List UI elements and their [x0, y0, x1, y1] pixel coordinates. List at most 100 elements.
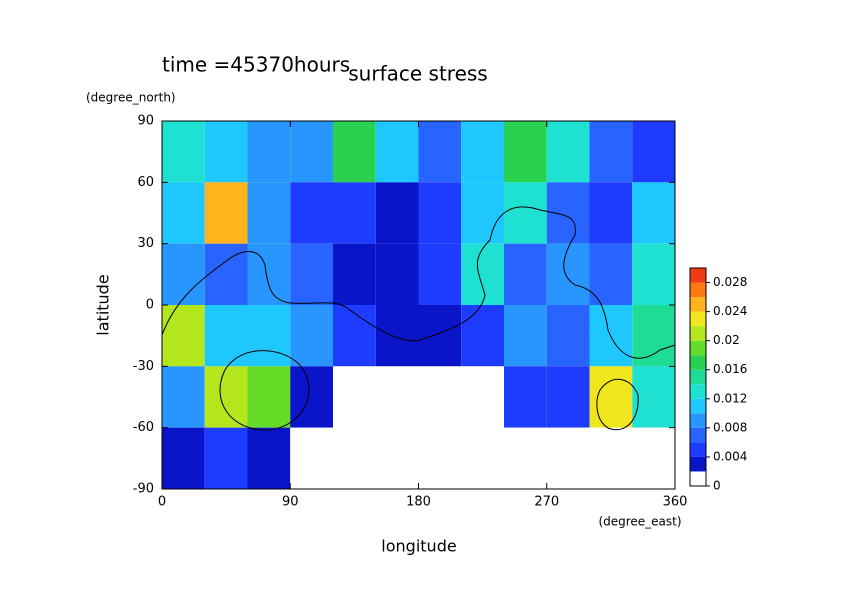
- colorbar-tick-label: 0.016: [713, 362, 747, 376]
- field-cell: [162, 243, 205, 305]
- field-cell: [162, 427, 205, 489]
- field-cell: [546, 366, 590, 428]
- field-cell: [290, 243, 333, 305]
- y-unit: (degree_north): [86, 91, 176, 105]
- field-cell: [333, 305, 376, 367]
- x-axis-label: longitude: [381, 537, 456, 556]
- y-axis-label: latitude: [94, 274, 113, 335]
- field-cell: [204, 305, 248, 367]
- field-cell: [461, 243, 504, 305]
- field-cell: [247, 305, 291, 367]
- field-cell: [333, 427, 376, 489]
- field-cell: [546, 121, 590, 183]
- field-cell: [418, 182, 462, 244]
- colorbar-swatch: [690, 355, 706, 370]
- field-cell: [632, 366, 675, 428]
- colorbar-swatch: [690, 369, 706, 385]
- field-cell: [546, 427, 590, 489]
- x-tick-label: 180: [406, 495, 431, 510]
- colorbar-frame: [689, 267, 707, 487]
- field-cell: [375, 427, 419, 489]
- colorbar-tick-label: 0.028: [713, 275, 747, 289]
- field-cell: [375, 121, 419, 183]
- field-cell: [589, 243, 633, 305]
- field-cell: [162, 366, 205, 428]
- field-cell: [162, 182, 205, 244]
- field-cell: [632, 427, 675, 489]
- field-cell: [204, 121, 248, 183]
- colorbar-swatch: [690, 282, 706, 298]
- colorbar-swatch: [690, 384, 706, 399]
- chart-title: surface stress: [348, 62, 487, 86]
- field-cell: [204, 366, 248, 428]
- field-cell: [632, 305, 675, 367]
- field-cell: [333, 366, 376, 428]
- colorbar-tick-label: 0.02: [713, 333, 740, 347]
- colorbar-swatch: [690, 326, 706, 341]
- field-cell: [247, 243, 291, 305]
- colorbar-swatch: [690, 427, 706, 443]
- field-cell: [461, 427, 504, 489]
- field-cell: [375, 182, 419, 244]
- field-cell: [461, 305, 504, 367]
- y-tick-label: -60: [133, 420, 154, 435]
- colorbar-swatch: [690, 297, 706, 312]
- x-tick-label: 270: [534, 495, 559, 510]
- field-cell: [632, 243, 675, 305]
- axes: 0 90 180 270 360 -90 -60 -30 0 30 60 90: [133, 114, 688, 510]
- field-cell: [632, 182, 675, 244]
- x-unit: (degree_east): [598, 515, 681, 529]
- field-cell: [589, 427, 633, 489]
- field-cell: [162, 305, 205, 367]
- colorbar-swatch: [690, 311, 706, 327]
- field-cell: [418, 243, 462, 305]
- coastline: [161, 206, 676, 359]
- field-cell: [461, 366, 504, 428]
- y-tick-label: 60: [137, 175, 154, 190]
- field-cell: [247, 182, 291, 244]
- field-cell: [333, 121, 376, 183]
- field-cell: [504, 121, 547, 183]
- y-tick-label: 90: [137, 114, 154, 129]
- x-tick-label: 360: [663, 495, 688, 510]
- field-cell: [504, 305, 547, 367]
- field-cell: [504, 427, 547, 489]
- field-cell: [504, 366, 547, 428]
- field-cell: [418, 427, 462, 489]
- field-cell: [504, 243, 547, 305]
- field-cell: [546, 243, 590, 305]
- field-cell: [290, 427, 333, 489]
- coastline: [596, 378, 639, 431]
- colorbar-tick-label: 0.012: [713, 391, 747, 405]
- field-cell: [375, 243, 419, 305]
- colorbar-tick-label: 0.008: [713, 420, 747, 434]
- field-cell: [247, 121, 291, 183]
- colorbar-tick-label: 0.024: [713, 304, 747, 318]
- y-tick-label: 0: [146, 298, 154, 313]
- field-cell: [632, 121, 675, 183]
- field-cell: [247, 366, 291, 428]
- colorbar-swatch: [690, 398, 706, 414]
- field-cell: [204, 182, 248, 244]
- colorbar-tick-label: 0: [713, 479, 721, 493]
- field-cell: [418, 305, 462, 367]
- field-cell: [204, 427, 248, 489]
- chart-subtitle: time =45370hours: [162, 53, 350, 77]
- field-cell: [290, 121, 333, 183]
- field-cell: [375, 366, 419, 428]
- y-tick-label: -30: [133, 359, 154, 374]
- colorbar-swatch: [690, 340, 706, 356]
- field-cell: [290, 182, 333, 244]
- x-tick-label: 0: [158, 495, 166, 510]
- field-cell: [461, 182, 504, 244]
- field-cell: [290, 305, 333, 367]
- field-cell: [589, 121, 633, 183]
- colorbar-tick-label: 0.004: [713, 449, 747, 463]
- colorbar-swatch: [690, 456, 706, 472]
- field-cell: [290, 366, 333, 428]
- y-tick-label: -90: [133, 482, 154, 497]
- colorbar-swatch: [690, 471, 706, 486]
- colorbar-swatch: [690, 268, 706, 283]
- field-cell: [204, 243, 248, 305]
- field-cell: [418, 366, 462, 428]
